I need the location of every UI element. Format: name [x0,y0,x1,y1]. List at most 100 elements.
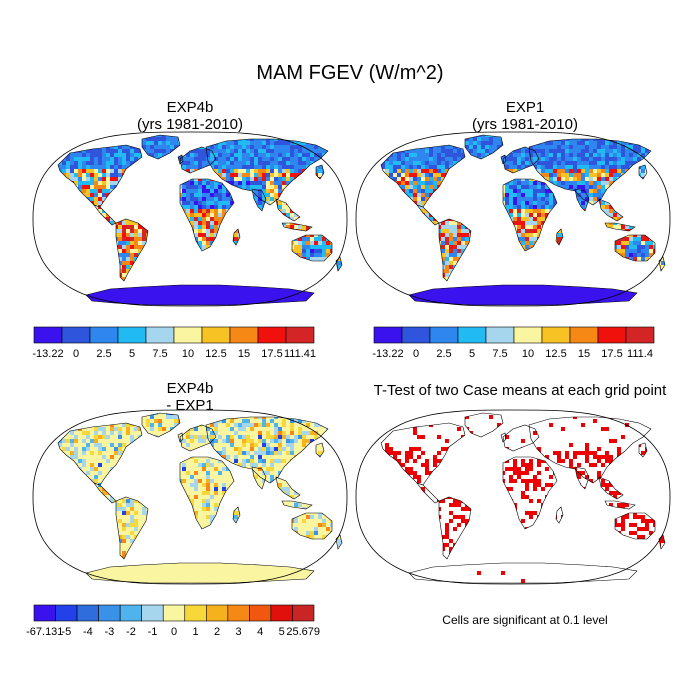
coast-india [251,188,267,212]
cbar-exp1-label: -13.22 [372,348,403,360]
cbar-diff-box [55,604,78,622]
cbar-exp4b-label: 10 [182,348,194,360]
cbar-exp1-label: 17.5 [601,348,622,360]
cbar-exp4b-box [173,326,203,344]
cbar-exp4b-box [285,326,315,344]
coast-japan [638,164,648,180]
cbar-exp4b-label: 15 [238,348,250,360]
cbar-diff-label: 2 [214,626,220,638]
coast-india [574,466,590,490]
cbar-exp4b-label: 5 [129,348,135,360]
cbar-exp4b-label: 17.5 [261,348,282,360]
coastlines [57,134,343,306]
cbar-diff-box [292,604,315,622]
cbar-exp1-box [625,326,655,344]
cbar-exp1-box [569,326,599,344]
coast-greenland [464,134,504,160]
coast-north-america [380,422,466,486]
land-field [381,135,665,305]
land-field [58,413,342,583]
coast-africa [502,456,558,530]
cbar-diff-box [227,604,250,622]
coast-south-america [115,496,149,560]
map-border [355,131,671,307]
cbar-exp4b-box [61,326,91,344]
cbar-diff-label: 25.679 [286,626,320,638]
figure-title: MAM FGEV (W/m^2) [256,62,444,84]
coast-australia [291,234,333,262]
cbar-diff-box [184,604,207,622]
panel-title-exp1: EXP1 (yrs 1981-2010) [375,99,675,133]
coast-south-america [115,218,149,282]
map-exp1 [355,131,671,307]
cbar-diff-box [162,604,186,622]
cbar-exp1-label: 0 [413,348,419,360]
cbar-diff-box [249,604,272,622]
coast-indonesia [281,222,313,232]
colorbar-diff: -67.131-5 -4 -3 -2 -1 0 1 2 3 4 5 25.679 [26,604,320,638]
coast-australia [614,234,656,262]
cbar-diff-label: -67.131 [26,626,63,638]
colorbar-exp4b: -13.22 0 2.5 5 7.5 10 12.5 15 17.5 111.41 [32,326,316,360]
cbar-exp1-box [373,326,403,344]
coast-greenland [464,412,504,438]
coast-south-america [438,218,472,282]
cbar-diff-box [98,604,121,622]
coast-uk [177,432,184,443]
coast-se-asia [275,198,301,222]
panel-title-ttest-line1: T-Test of two Case means at each grid po… [373,382,667,399]
panel-title-exp1-line1: EXP1 [505,99,545,116]
coast-madagascar [232,228,241,246]
cbar-exp1-label: 15 [578,348,590,360]
cbar-diff-label: -5 [61,626,71,638]
coast-africa [179,178,235,252]
coast-central-america [416,482,440,504]
coast-europe [502,424,540,452]
coast-north-america [380,144,466,208]
coast-africa [179,456,235,530]
panel-title-ttest: T-Test of two Case means at each grid po… [350,382,690,399]
coast-japan [315,442,325,458]
cbar-exp4b-box [229,326,259,344]
land-field [58,135,342,305]
cbar-exp4b-label: 12.5 [205,348,226,360]
coastlines [57,412,343,584]
coast-uk [500,432,507,443]
map-diff [32,409,348,585]
map-border [32,131,348,307]
cbar-exp4b-label: 7.5 [152,348,167,360]
coast-australia [614,512,656,540]
cbar-exp4b-label: 0 [73,348,79,360]
panel-title-exp4b-line2: (yrs 1981-2010) [137,116,243,133]
coast-madagascar [232,506,241,524]
cbar-diff-box [141,604,164,622]
coast-indonesia [604,222,636,232]
panel-title-exp1-line2: (yrs 1981-2010) [472,116,578,133]
cbar-exp4b-box [89,326,119,344]
panel-title-exp4b-line1: EXP4b [166,99,214,116]
coast-europe [502,146,540,174]
colorbar-exp1: -13.22 0 2.5 5 7.5 10 12.5 15 17.5 111.4 [372,326,655,360]
cbar-exp4b-box [145,326,175,344]
coast-asia [528,416,652,484]
coast-japan [315,164,325,180]
cbar-exp1-label: 2.5 [436,348,451,360]
cbar-diff-label: -1 [148,626,158,638]
cbar-diff-box [206,604,229,622]
coast-uk [177,154,184,165]
cbar-exp4b-box [201,326,231,344]
coast-india [574,188,590,212]
cbar-exp1-box [541,326,571,344]
coast-south-america [438,496,472,560]
cbar-exp1-box [597,326,627,344]
cbar-diff-label: 1 [192,626,198,638]
coast-north-america [57,144,143,208]
map-exp4b [32,131,348,307]
cbar-exp1-label: 5 [469,348,475,360]
coast-se-asia [275,476,301,500]
cbar-diff-label: 5 [279,626,285,638]
cbar-exp1-box [457,326,487,344]
map-ttest [355,409,671,585]
coast-indonesia [281,500,313,510]
cbar-exp1-label: 12.5 [545,348,566,360]
